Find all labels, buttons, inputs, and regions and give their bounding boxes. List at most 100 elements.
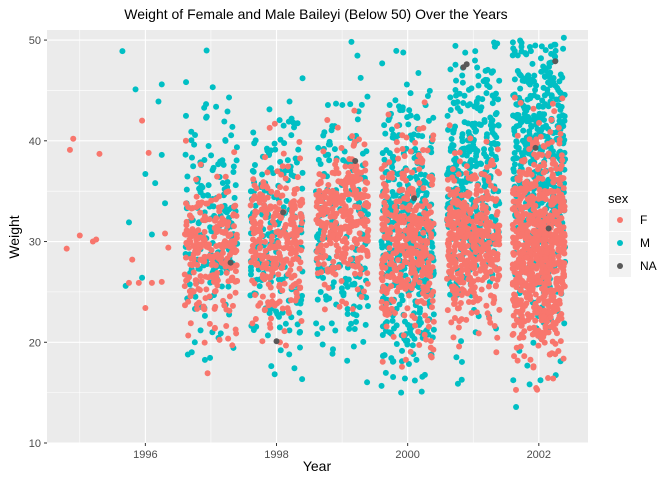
point-f — [533, 255, 540, 262]
point-f — [190, 243, 197, 250]
point-f — [258, 232, 265, 239]
point-m — [452, 42, 459, 49]
point-f — [516, 203, 523, 210]
point-f — [482, 268, 489, 275]
point-f — [449, 220, 456, 227]
point-f — [201, 236, 208, 243]
point-m — [347, 101, 354, 108]
point-f — [339, 298, 346, 305]
point-f — [397, 244, 404, 251]
point-f — [334, 248, 341, 255]
legend-label-f: F — [640, 213, 647, 227]
point-f — [222, 173, 229, 180]
point-m — [471, 124, 478, 131]
point-f — [513, 386, 519, 393]
point-m — [252, 137, 259, 144]
point-f — [559, 203, 566, 210]
point-m — [329, 350, 336, 357]
point-f — [315, 245, 322, 252]
point-f — [416, 126, 423, 133]
point-m — [362, 321, 369, 328]
point-m — [197, 188, 204, 195]
point-f — [419, 203, 426, 210]
point-m — [182, 112, 189, 119]
point-m — [357, 74, 364, 81]
point-f — [125, 279, 132, 286]
point-f — [349, 133, 356, 140]
point-na — [552, 58, 559, 65]
point-f — [347, 215, 354, 222]
point-m — [125, 219, 132, 226]
legend-label-na: NA — [640, 259, 657, 273]
point-m — [317, 289, 324, 296]
point-f — [275, 271, 282, 278]
point-m — [472, 48, 479, 55]
point-m — [314, 330, 321, 337]
point-f — [275, 239, 282, 246]
point-f — [197, 161, 204, 168]
point-f — [488, 157, 495, 164]
point-m — [477, 107, 484, 114]
point-f — [379, 174, 386, 181]
point-m — [454, 104, 461, 111]
point-f — [357, 191, 364, 198]
x-tick-label: 2002 — [527, 449, 551, 461]
point-f — [296, 265, 303, 272]
point-f — [228, 277, 235, 284]
point-f — [279, 192, 286, 199]
point-f — [478, 286, 485, 293]
point-m — [532, 42, 539, 49]
point-f — [316, 205, 323, 212]
point-m — [268, 165, 275, 172]
point-m — [297, 328, 304, 335]
point-f — [271, 302, 278, 309]
point-f — [487, 268, 494, 275]
point-f — [195, 299, 202, 306]
point-f — [456, 343, 463, 350]
point-m — [205, 192, 212, 199]
point-f — [412, 322, 419, 329]
point-m — [430, 326, 437, 333]
point-f — [284, 305, 291, 312]
point-f — [230, 211, 237, 218]
point-f — [349, 306, 356, 313]
point-f — [261, 306, 268, 313]
point-m — [542, 182, 549, 189]
point-m — [463, 152, 470, 159]
point-f — [549, 288, 556, 295]
point-f — [513, 284, 520, 291]
point-m — [291, 365, 298, 372]
point-m — [222, 137, 229, 144]
point-f — [382, 285, 389, 292]
point-f — [553, 280, 560, 287]
point-f — [463, 163, 470, 170]
point-m — [230, 163, 237, 170]
point-f — [456, 318, 463, 325]
point-f — [481, 171, 488, 178]
point-f — [448, 231, 455, 238]
point-m — [364, 93, 371, 100]
point-m — [472, 145, 479, 152]
point-f — [398, 363, 405, 370]
point-f — [452, 241, 459, 248]
point-m — [557, 71, 564, 78]
point-m — [418, 388, 425, 395]
point-f — [560, 175, 567, 182]
point-f — [477, 220, 484, 227]
point-f — [339, 195, 346, 202]
point-m — [218, 283, 225, 290]
point-m — [350, 310, 357, 317]
point-m — [537, 377, 544, 384]
point-f — [260, 179, 267, 186]
point-f — [491, 296, 498, 303]
point-f — [320, 173, 327, 180]
point-m — [390, 325, 397, 332]
point-f — [427, 337, 434, 344]
point-f — [388, 296, 395, 303]
point-f — [362, 178, 369, 185]
point-na — [545, 225, 552, 232]
point-f — [485, 283, 492, 290]
y-tick-label: 40 — [29, 136, 41, 148]
point-f — [388, 283, 395, 290]
point-f — [214, 251, 221, 258]
